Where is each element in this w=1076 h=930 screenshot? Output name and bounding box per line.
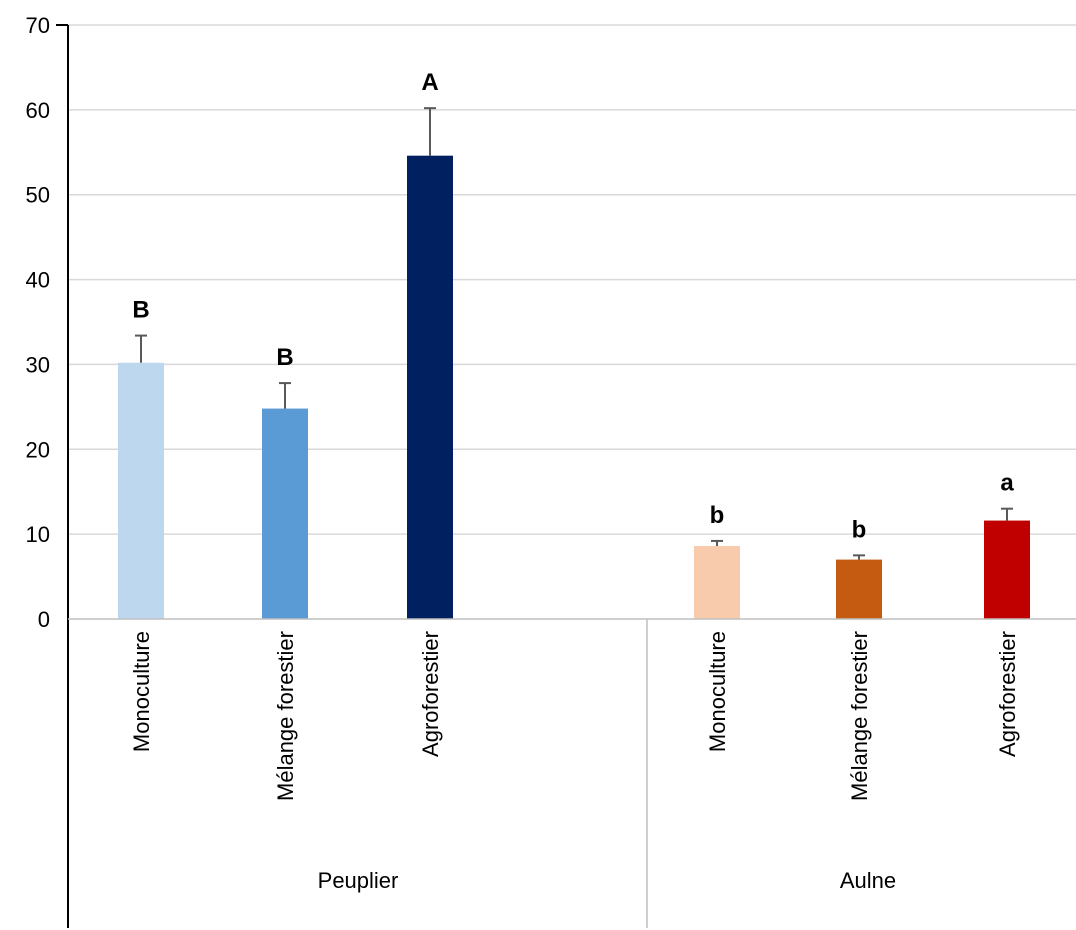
group-label-aulne: Aulne	[840, 868, 896, 893]
significance-letters: B B Ab b a	[132, 69, 1014, 543]
category-label-peuplier-1: Monoculture	[129, 631, 154, 752]
group-label-peuplier: Peuplier	[318, 868, 399, 893]
bar-peuplier-3	[407, 155, 453, 619]
y-tick-label-0: 0	[38, 607, 50, 632]
significance-letter-aulne-2: b	[852, 516, 867, 543]
category-label-peuplier-3: Agroforestier	[418, 631, 443, 757]
bar-aulne-1	[694, 546, 740, 619]
y-tick-label-10: 10	[26, 522, 50, 547]
bars	[118, 155, 1030, 619]
significance-letter-peuplier-1: B	[132, 297, 149, 324]
bar-aulne-3	[984, 520, 1030, 619]
bar-aulne-2	[836, 559, 882, 619]
category-label-aulne-2: Mélange forestier	[847, 631, 872, 801]
y-tick-label-60: 60	[26, 98, 50, 123]
bar-peuplier-2	[262, 408, 308, 619]
axes	[56, 24, 1076, 928]
group-labels: Peuplier Aulne	[318, 868, 897, 893]
gridlines	[68, 24, 1076, 535]
y-tick-label-50: 50	[26, 183, 50, 208]
category-label-peuplier-2: Mélange forestier	[273, 631, 298, 801]
y-tick-label-30: 30	[26, 352, 50, 377]
significance-letter-aulne-3: a	[1000, 470, 1014, 497]
bar-peuplier-1	[118, 362, 164, 619]
y-axis-tick-labels: 0 10 20 30 40 50 60 70	[26, 13, 50, 632]
y-tick-label-20: 20	[26, 437, 50, 462]
significance-letter-peuplier-2: B	[276, 344, 293, 371]
significance-letter-aulne-1: b	[710, 502, 725, 529]
category-labels: Monoculture Mélange forestier Agroforestie…	[129, 631, 1020, 801]
error-bars	[135, 107, 1013, 560]
y-tick-label-70: 70	[26, 13, 50, 38]
y-tick-label-40: 40	[26, 268, 50, 293]
significance-letter-peuplier-3: A	[421, 69, 438, 96]
category-label-aulne-3: Agroforestier	[995, 631, 1020, 757]
category-label-aulne-1: Monoculture	[705, 631, 730, 752]
